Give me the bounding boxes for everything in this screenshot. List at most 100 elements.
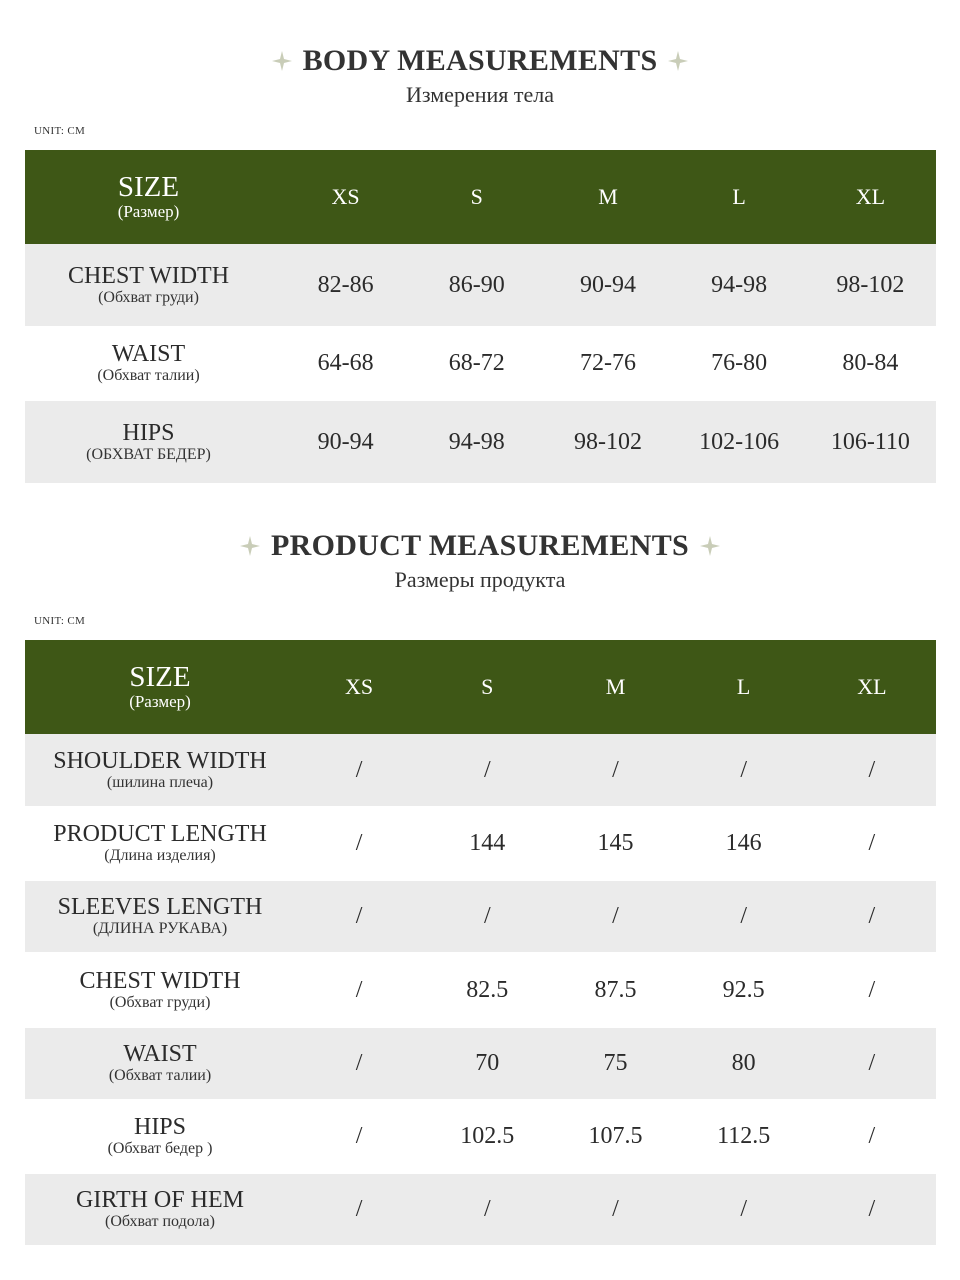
table-row: HIPS (Обхват бедер ) / 102.5 107.5 112.5… bbox=[25, 1099, 936, 1174]
table-header-row: SIZE (Размер) XS S M L XL bbox=[25, 640, 936, 734]
table-header-row: SIZE (Размер) XS S M L XL bbox=[25, 150, 936, 244]
size-column-header: XL bbox=[855, 184, 886, 209]
value-cell: 98-102 bbox=[836, 271, 905, 298]
sparkle-icon bbox=[271, 50, 293, 72]
value-cell: / bbox=[355, 1196, 363, 1222]
value-cell: 90-94 bbox=[317, 428, 374, 455]
product-section-subtitle: Размеры продукта bbox=[394, 567, 566, 592]
body-section-subtitle: Измерения тела bbox=[405, 82, 554, 107]
value-cell: 82-86 bbox=[317, 271, 374, 298]
product-measurements-table: SIZE (Размер) XS S M L XL SHOULDER WIDTH… bbox=[25, 640, 936, 1245]
value-cell: / bbox=[483, 903, 491, 929]
value-cell: 98-102 bbox=[573, 428, 642, 455]
value-cell: 112.5 bbox=[717, 1123, 771, 1149]
product-unit-label: UNIT: CM bbox=[34, 615, 86, 627]
product-section-title: PRODUCT MEASUREMENTS bbox=[271, 529, 689, 562]
row-label: HIPS bbox=[122, 419, 175, 446]
value-cell: / bbox=[355, 1050, 363, 1076]
row-sublabel: (Обхват подола) bbox=[105, 1213, 215, 1230]
row-label: WAIST bbox=[111, 341, 186, 367]
value-cell: 90-94 bbox=[579, 271, 636, 298]
table-row: CHEST WIDTH (Обхват груди) 82-86 86-90 9… bbox=[25, 244, 936, 326]
row-label: PRODUCT LENGTH bbox=[53, 821, 267, 847]
value-cell: 82.5 bbox=[466, 976, 509, 1003]
row-label-cell: CHEST WIDTH (Обхват груди) bbox=[25, 952, 295, 1028]
value-cell: / bbox=[355, 976, 363, 1003]
table-row: SHOULDER WIDTH (шилина плеча) / / / / / bbox=[25, 734, 936, 806]
value-cell: / bbox=[868, 1196, 876, 1222]
row-label-cell: CHEST WIDTH (Обхват груди) bbox=[25, 244, 280, 326]
value-cell: / bbox=[355, 756, 363, 783]
row-sublabel: (ОБХВАТ БЕДЕР) bbox=[86, 445, 211, 463]
row-label-cell: WAIST (Обхват талии) bbox=[25, 326, 280, 401]
value-cell: 106-110 bbox=[830, 428, 910, 455]
body-unit-label: UNIT: CM bbox=[34, 125, 86, 137]
row-label-cell: GIRTH OF HEM (Обхват подола) bbox=[25, 1174, 295, 1245]
value-cell: 64-68 bbox=[317, 350, 374, 376]
sparkle-icon bbox=[667, 50, 689, 72]
value-cell: 144 bbox=[469, 830, 506, 856]
row-label: SLEEVES LENGTH bbox=[57, 894, 263, 920]
row-sublabel: (Обхват талии) bbox=[108, 1067, 212, 1084]
row-label: GIRTH OF HEM bbox=[76, 1187, 244, 1213]
value-cell: / bbox=[868, 1050, 876, 1076]
value-cell: / bbox=[868, 903, 876, 929]
value-cell: 94-98 bbox=[448, 428, 505, 455]
row-label: SHOULDER WIDTH bbox=[53, 747, 267, 774]
value-cell: / bbox=[355, 1123, 363, 1149]
size-column-header: XS bbox=[331, 184, 360, 209]
value-cell: 146 bbox=[725, 830, 762, 856]
size-column-header: S bbox=[470, 184, 483, 209]
value-cell: 102.5 bbox=[460, 1123, 515, 1149]
product-section-heading: PRODUCT MEASUREMENTS Размеры продукта bbox=[0, 529, 960, 593]
table-row: CHEST WIDTH (Обхват груди) / 82.5 87.5 9… bbox=[25, 952, 936, 1028]
row-label: HIPS bbox=[133, 1114, 187, 1140]
row-label: CHEST WIDTH bbox=[79, 967, 241, 994]
value-cell: / bbox=[868, 756, 876, 783]
size-column-header: L bbox=[732, 184, 746, 209]
value-cell: 68-72 bbox=[448, 350, 505, 376]
size-sublabel: (Размер) bbox=[117, 202, 180, 221]
size-column-header: XL bbox=[857, 674, 887, 699]
value-cell: / bbox=[740, 903, 747, 929]
value-cell: 70 bbox=[475, 1050, 500, 1076]
row-sublabel: (Длина изделия) bbox=[104, 847, 216, 864]
value-cell: 102-106 bbox=[699, 428, 780, 455]
size-column-header: M bbox=[605, 674, 626, 699]
table-row: HIPS (ОБХВАТ БЕДЕР) 90-94 94-98 98-102 1… bbox=[25, 401, 936, 483]
table-row: PRODUCT LENGTH (Длина изделия) / 144 145… bbox=[25, 806, 936, 881]
row-label: CHEST WIDTH bbox=[67, 262, 230, 289]
row-label-cell: HIPS (Обхват бедер ) bbox=[25, 1099, 295, 1174]
value-cell: 80 bbox=[731, 1050, 756, 1076]
value-cell: / bbox=[868, 830, 876, 856]
value-cell: / bbox=[355, 830, 363, 856]
table-row: WAIST (Обхват талии) / 70 75 80 / bbox=[25, 1028, 936, 1099]
value-cell: 80-84 bbox=[842, 350, 899, 376]
table-row: WAIST (Обхват талии) 64-68 68-72 72-76 7… bbox=[25, 326, 936, 401]
row-sublabel: (шилина плеча) bbox=[106, 773, 214, 791]
value-cell: / bbox=[612, 1196, 619, 1222]
size-header-cell: SIZE (Размер) bbox=[25, 640, 295, 734]
value-cell: / bbox=[868, 976, 876, 1003]
row-label-cell: PRODUCT LENGTH (Длина изделия) bbox=[25, 806, 295, 881]
value-cell: / bbox=[740, 756, 747, 783]
size-label: SIZE bbox=[129, 661, 191, 693]
size-column-header: L bbox=[736, 674, 751, 699]
size-label: SIZE bbox=[117, 171, 180, 203]
value-cell: 75 bbox=[603, 1050, 628, 1076]
value-cell: 87.5 bbox=[594, 976, 637, 1003]
value-cell: / bbox=[868, 1123, 876, 1149]
row-sublabel: (Обхват талии) bbox=[97, 367, 200, 384]
value-cell: / bbox=[355, 903, 363, 929]
row-label: WAIST bbox=[123, 1041, 197, 1067]
value-cell: / bbox=[740, 1196, 747, 1222]
value-cell: / bbox=[483, 756, 491, 783]
value-cell: 107.5 bbox=[588, 1123, 643, 1149]
value-cell: 92.5 bbox=[722, 976, 765, 1003]
value-cell: / bbox=[612, 756, 619, 783]
row-sublabel: (ДЛИНА РУКАВА) bbox=[92, 920, 228, 937]
table-row: GIRTH OF HEM (Обхват подола) / / / / / bbox=[25, 1174, 936, 1245]
body-measurements-table: SIZE (Размер) XS S M L XL CHEST WIDTH (О… bbox=[25, 150, 936, 483]
row-label-cell: WAIST (Обхват талии) bbox=[25, 1028, 295, 1099]
value-cell: / bbox=[612, 903, 619, 929]
